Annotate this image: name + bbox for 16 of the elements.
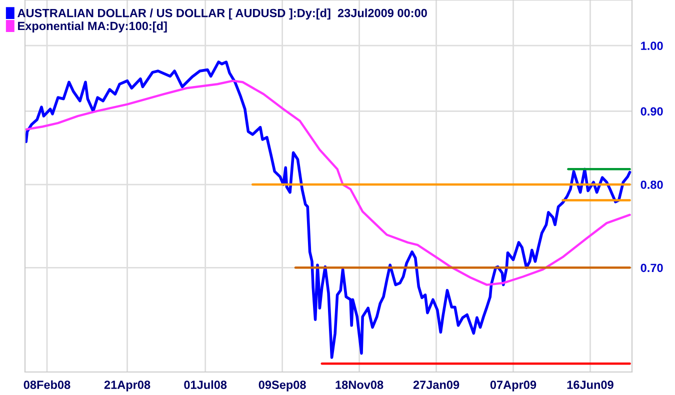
x-tick-label: 01Jul08 (184, 380, 227, 390)
x-tick-label: 21Apr08 (104, 380, 150, 392)
x-tick-label: 27Jan09 (413, 380, 460, 390)
y-tick-label: 0.70 (640, 264, 663, 272)
line-series (25, 80, 631, 286)
line-series (25, 60, 632, 359)
y-tick-label: 1.00 (641, 42, 663, 50)
x-tick-label: 18Nov08 (336, 380, 384, 390)
legend-label: AUSTRALIAN DOLLAR / US DOLLAR [ AUDUSD ]:Dy:[d] 23Jul2009 00:00 (18, 8, 427, 20)
y-tick-label: 0.90 (640, 107, 663, 116)
x-tick-label: 09Sep08 (258, 380, 306, 392)
x-tick-label: 07Apr09 (490, 380, 536, 392)
x-tick-label: 08Feb08 (24, 380, 70, 390)
y-tick-label: 0.80 (640, 180, 663, 189)
legend-label: Exponential MA:Dy:100:[d] (18, 21, 167, 32)
x-tick-label: 16Jun09 (567, 380, 614, 390)
